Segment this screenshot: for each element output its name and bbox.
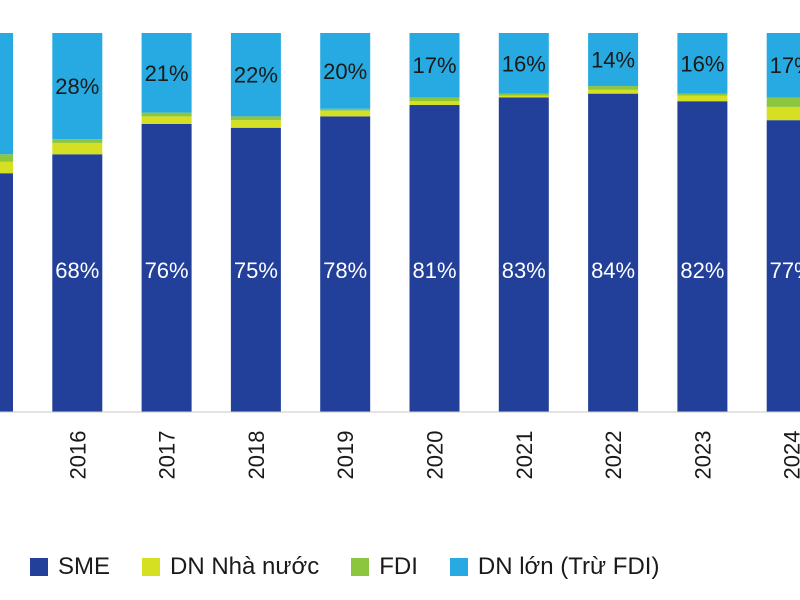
x-tick-label-2016: 2016 [65, 431, 90, 480]
data-label-large-enterprise-2017: 21% [145, 61, 189, 86]
bar-segment-2018-0 [230, 127, 281, 412]
bar-segment-2020-0 [409, 105, 460, 412]
bar-segment-2016-3 [52, 33, 103, 140]
legend-swatch-large-enterprise [449, 558, 468, 576]
bar-segment-2022-1 [588, 89, 639, 94]
legend-item-fdi: FDI [351, 553, 418, 581]
legend-item-sme: SME [30, 553, 110, 581]
bar-segment-2019-3 [320, 33, 371, 109]
bar-segment-2024-1 [766, 106, 800, 121]
legend-swatch-sme [30, 558, 48, 576]
data-label-sme-2022: 84% [591, 258, 635, 283]
x-tick-label-2020: 2020 [423, 431, 448, 480]
bar-segment-2021-2 [498, 93, 549, 96]
chart-legend: SME DN Nhà nước FDI DN lớn (Trừ FDI) [30, 553, 691, 581]
x-tick-label-2021: 2021 [512, 431, 537, 480]
bar-segment-2019-0 [320, 116, 371, 412]
bar-segment-2018-3 [230, 33, 281, 117]
bar-segment-2023-0 [677, 101, 728, 412]
x-tick-label-2015: 2015 [0, 431, 1, 480]
data-label-large-enterprise-2024: 17% [770, 53, 800, 78]
bar-segment-2015-1 [0, 161, 13, 174]
data-label-large-enterprise-2019: 20% [323, 59, 367, 84]
data-label-sme-2020: 81% [412, 258, 456, 283]
legend-swatch-fdi [351, 558, 370, 576]
bar-segment-2022-2 [588, 86, 639, 90]
x-tick-label-2018: 2018 [244, 431, 269, 480]
bar-segment-2024-2 [766, 97, 800, 107]
legend-label-fdi: FDI [379, 553, 418, 580]
bar-segment-2023-1 [677, 95, 728, 102]
data-label-large-enterprise-2022: 14% [591, 48, 635, 73]
bar-segment-2022-0 [588, 93, 639, 412]
bar-segment-2017-0 [141, 123, 192, 413]
x-tick-label-2017: 2017 [155, 431, 180, 480]
data-label-large-enterprise-2020: 17% [412, 53, 456, 78]
data-label-large-enterprise-2018: 22% [234, 63, 278, 88]
bar-segment-2022-3 [588, 33, 639, 87]
bar-segment-2023-3 [677, 33, 728, 94]
bar-segment-2019-2 [320, 108, 371, 111]
legend-label-sme: SME [58, 553, 111, 580]
bar-segment-2017-1 [141, 116, 192, 124]
bar-segment-2015-3 [0, 33, 13, 155]
legend-item-state-enterprise: DN Nhà nước [142, 553, 319, 581]
data-label-large-enterprise-2021: 16% [502, 51, 546, 76]
bar-segment-2017-3 [141, 33, 192, 113]
data-label-large-enterprise-2016: 28% [55, 74, 99, 99]
bar-segment-2018-1 [230, 120, 281, 128]
bar-segment-2017-2 [141, 112, 192, 117]
x-tick-label-2022: 2022 [601, 431, 626, 480]
legend-item-large-enterprise: DN lớn (Trừ FDI) [449, 553, 660, 581]
x-tick-label-2023: 2023 [690, 431, 715, 480]
bar-segment-2024-0 [766, 120, 800, 413]
data-label-sme-2017: 76% [145, 258, 189, 283]
data-label-sme-2018: 75% [234, 258, 278, 283]
bar-segment-2019-1 [320, 110, 371, 117]
bar-segment-2016-1 [52, 142, 103, 155]
legend-swatch-state-enterprise [142, 558, 161, 576]
data-label-sme-2024: 77% [770, 258, 800, 283]
bar-segment-2020-1 [409, 101, 460, 106]
bar-segment-2016-0 [52, 154, 103, 412]
data-label-sme-2016: 68% [55, 258, 99, 283]
legend-label-large-enterprise: DN lớn (Trừ FDI) [477, 553, 660, 580]
x-tick-label-2019: 2019 [333, 431, 358, 480]
bar-segment-2021-0 [498, 97, 549, 413]
bar-segment-2021-1 [498, 95, 549, 98]
bar-segment-2020-3 [409, 33, 460, 98]
data-label-large-enterprise-2023: 16% [680, 51, 724, 76]
data-label-sme-2019: 78% [323, 258, 367, 283]
bar-segment-2023-2 [677, 93, 728, 96]
bar-segment-2016-2 [52, 139, 103, 143]
bar-segment-2015-2 [0, 154, 13, 162]
data-label-sme-2023: 82% [680, 258, 724, 283]
bar-segment-2021-3 [498, 33, 549, 94]
bar-segment-2024-3 [766, 33, 800, 98]
bar-segment-2020-2 [409, 97, 460, 102]
legend-label-state-enterprise: DN Nhà nước [170, 553, 320, 580]
data-label-sme-2021: 83% [502, 258, 546, 283]
bar-segment-2015-0 [0, 173, 13, 412]
x-tick-label-2024: 2024 [780, 431, 800, 480]
bar-segment-2018-2 [230, 116, 281, 121]
